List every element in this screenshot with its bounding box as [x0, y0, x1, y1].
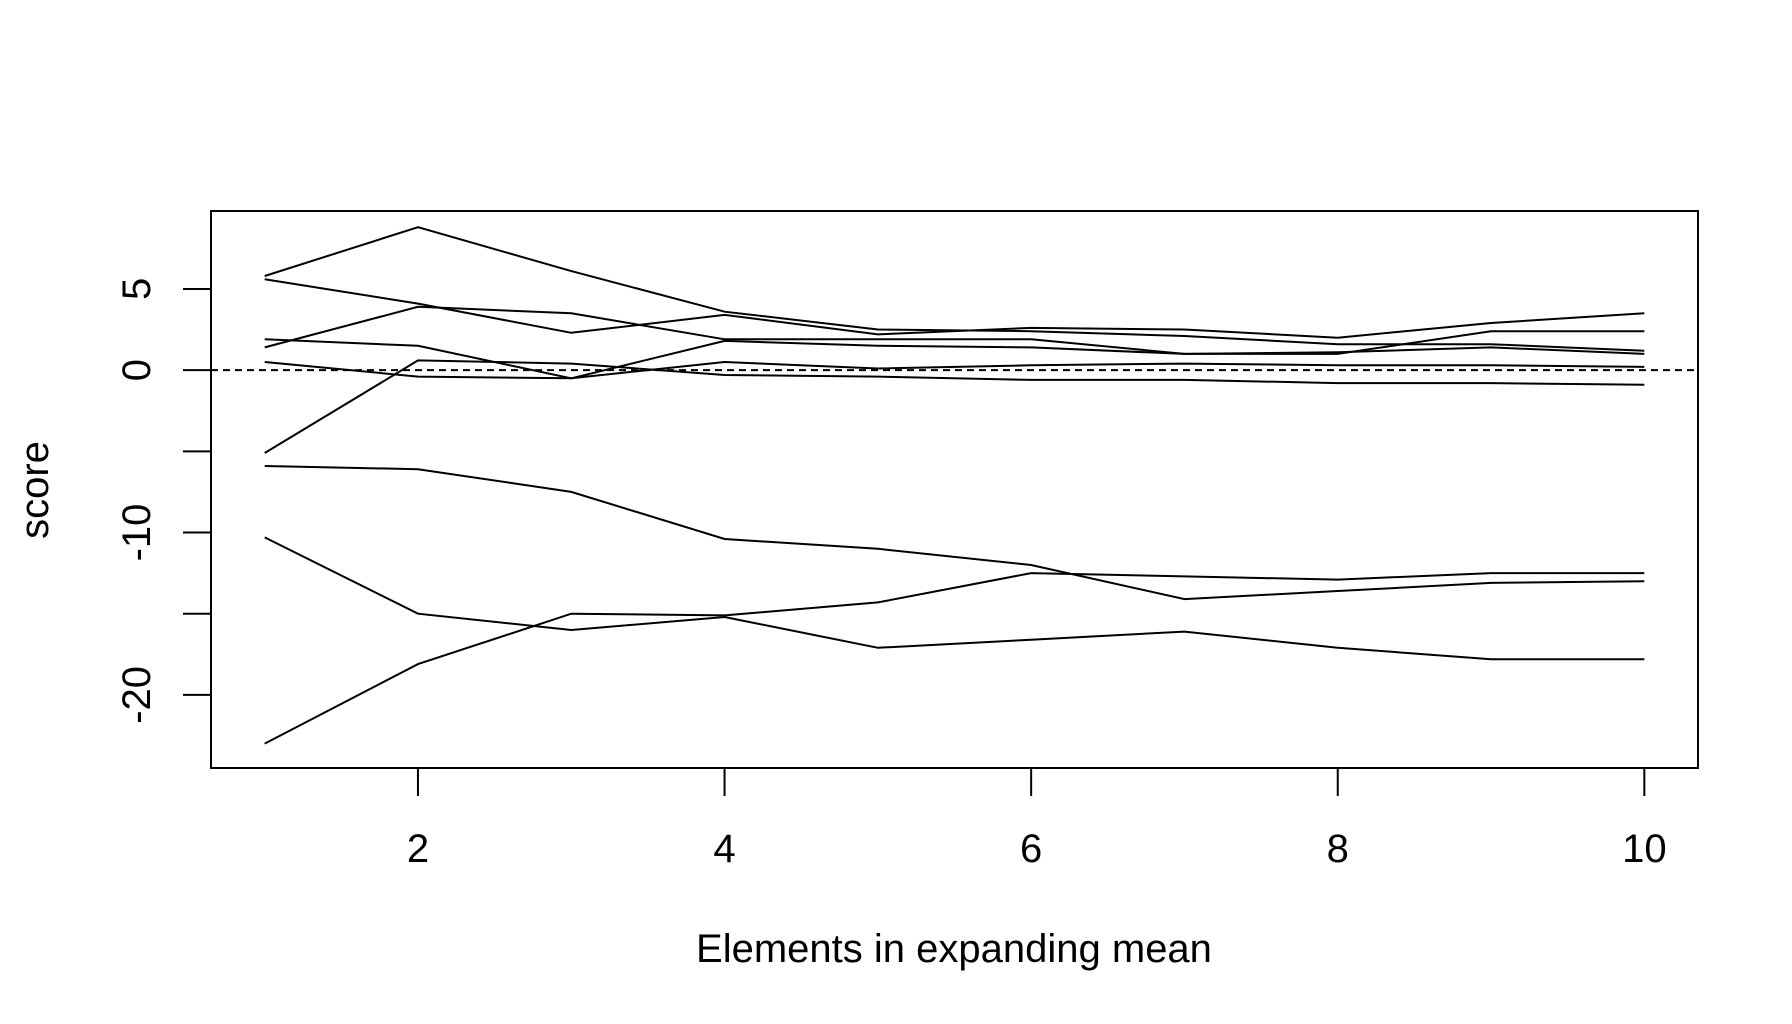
y-axis: -20 -10 0 5: [115, 278, 211, 724]
x-axis: 2 4 6 8 10: [407, 768, 1667, 871]
y-axis-title: score: [13, 441, 57, 539]
y-tick-label: -10: [115, 504, 159, 562]
plot-frame: [210, 210, 1699, 769]
y-tick-label: 5: [115, 278, 159, 300]
series-line-3: [264, 305, 1645, 355]
x-tick-label: 6: [1020, 827, 1042, 871]
series-line-8: [264, 536, 1645, 661]
x-axis-title: Elements in expanding mean: [696, 927, 1212, 971]
series-line-7: [264, 465, 1645, 601]
y-tick-label: -20: [115, 666, 159, 724]
series-line-9: [264, 572, 1645, 745]
x-tick-label: 2: [407, 827, 429, 871]
x-tick-label: 4: [713, 827, 735, 871]
series-line-5: [264, 360, 1645, 380]
series-layer: [264, 226, 1645, 745]
series-line-2: [264, 278, 1645, 339]
x-tick-label: 8: [1327, 827, 1349, 871]
y-tick-label: 0: [115, 359, 159, 381]
series-line-6: [264, 359, 1645, 454]
x-tick-label: 10: [1622, 827, 1667, 871]
